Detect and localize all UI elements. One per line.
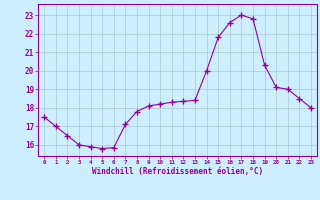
- X-axis label: Windchill (Refroidissement éolien,°C): Windchill (Refroidissement éolien,°C): [92, 167, 263, 176]
